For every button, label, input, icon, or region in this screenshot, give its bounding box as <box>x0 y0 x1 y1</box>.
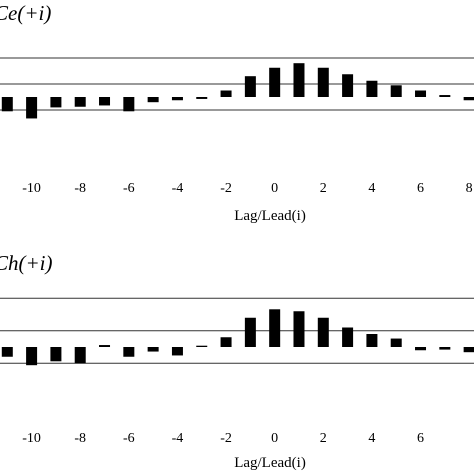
x-tick-label: 4 <box>368 431 375 446</box>
bar <box>196 345 208 347</box>
bar <box>74 97 86 107</box>
chart-panel-ce: Ce(+i) -10 -8 -6 -4 -2 0 2 4 6 8 Lag/Lead(i) <box>0 1 474 224</box>
bar <box>99 97 111 106</box>
bar <box>171 347 183 356</box>
bar <box>26 97 38 119</box>
x-axis-label: Lag/Lead(i) <box>234 455 306 471</box>
chart-title: Ch(+i) <box>0 251 53 275</box>
bar <box>50 97 62 108</box>
bar <box>196 97 208 99</box>
bar <box>293 311 305 347</box>
bar <box>244 76 256 97</box>
x-tick-label: -2 <box>220 431 232 446</box>
bar <box>439 95 451 97</box>
bar <box>244 317 256 347</box>
x-tick-label: -4 <box>172 181 184 196</box>
bar <box>342 327 354 347</box>
bar <box>390 338 402 347</box>
bar-series <box>1 309 474 366</box>
bar <box>439 347 451 350</box>
x-tick-label: -4 <box>172 431 184 446</box>
x-tick-label: -10 <box>22 181 41 196</box>
x-tick-label: 2 <box>320 181 327 196</box>
bar <box>220 90 232 97</box>
bar-series <box>1 63 474 119</box>
bar <box>50 347 62 362</box>
bar <box>220 337 232 347</box>
bar <box>99 345 111 347</box>
bar <box>123 347 135 357</box>
bar <box>293 63 305 97</box>
bar <box>1 97 13 112</box>
chart-panel-ch: Ch(+i) -10 -8 -6 -4 -2 0 2 4 6 Lag/Lead(i) <box>0 251 474 471</box>
bar <box>147 97 159 103</box>
bar <box>1 347 13 357</box>
x-tick-label: -6 <box>123 431 135 446</box>
x-tick-label: 0 <box>271 431 278 446</box>
bar <box>390 85 402 97</box>
bar <box>317 67 329 97</box>
x-tick-label: -10 <box>22 431 41 446</box>
bar <box>269 67 281 97</box>
bar <box>317 317 329 347</box>
x-tick-label: -8 <box>74 431 86 446</box>
x-tick-label: 6 <box>417 181 424 196</box>
bar <box>463 347 474 353</box>
bar <box>74 347 86 364</box>
bar <box>366 80 378 97</box>
x-tick-label: 8 <box>466 181 473 196</box>
bar <box>415 90 427 97</box>
x-tick-labels: -10 -8 -6 -4 -2 0 2 4 6 8 <box>22 181 472 196</box>
x-tick-labels: -10 -8 -6 -4 -2 0 2 4 6 <box>22 431 424 446</box>
x-tick-label: -8 <box>74 181 86 196</box>
x-tick-label: 2 <box>320 431 327 446</box>
bar <box>463 97 474 101</box>
x-tick-label: 6 <box>417 431 424 446</box>
x-tick-label: -2 <box>220 181 232 196</box>
x-axis-label: Lag/Lead(i) <box>234 208 306 224</box>
x-tick-label: 4 <box>368 181 375 196</box>
x-tick-label: 0 <box>271 181 278 196</box>
x-tick-label: -6 <box>123 181 135 196</box>
bar <box>123 97 135 112</box>
bar <box>171 97 183 101</box>
bar <box>366 334 378 347</box>
bar <box>147 347 159 352</box>
bar <box>269 309 281 347</box>
bar <box>26 347 38 366</box>
chart-title: Ce(+i) <box>0 1 51 25</box>
bar <box>342 74 354 97</box>
bar <box>415 347 427 351</box>
